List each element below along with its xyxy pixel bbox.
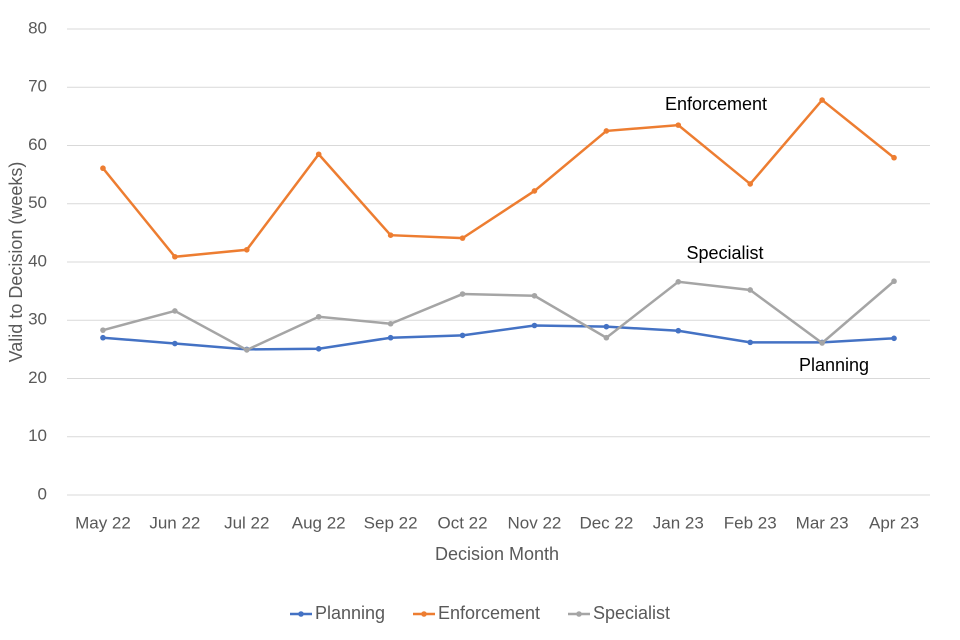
data-point xyxy=(531,322,538,329)
y-tick-label: 50 xyxy=(28,193,47,212)
data-point xyxy=(387,334,394,341)
y-tick-label: 30 xyxy=(28,310,47,329)
y-tick-label: 70 xyxy=(28,77,47,96)
data-point xyxy=(459,235,466,241)
data-point xyxy=(675,327,682,334)
data-point xyxy=(172,308,178,314)
data-point xyxy=(891,154,897,161)
data-point xyxy=(243,246,250,253)
annotation: Planning xyxy=(799,355,869,375)
legend-marker xyxy=(421,611,427,617)
data-point xyxy=(819,340,825,346)
y-tick-label: 20 xyxy=(28,368,47,387)
data-point xyxy=(315,345,322,352)
data-point xyxy=(315,313,322,320)
data-point xyxy=(747,339,754,346)
x-tick-label: Sep 22 xyxy=(364,513,418,532)
data-point xyxy=(675,279,682,285)
data-point xyxy=(603,334,610,341)
x-tick-label: Dec 22 xyxy=(579,513,633,532)
data-point xyxy=(387,232,394,239)
data-point xyxy=(531,292,538,299)
x-axis-title: Decision Month xyxy=(435,544,559,564)
x-tick-label: Apr 23 xyxy=(869,513,919,532)
x-tick-label: Aug 22 xyxy=(292,513,346,532)
data-point xyxy=(675,122,682,128)
data-point xyxy=(100,165,106,172)
data-point xyxy=(747,181,754,187)
data-point xyxy=(387,320,394,327)
legend-label: Enforcement xyxy=(438,603,540,623)
x-tick-label: Jun 22 xyxy=(149,513,200,532)
x-tick-label: Nov 22 xyxy=(508,513,562,532)
x-tick-label: Jan 23 xyxy=(653,513,704,532)
data-point xyxy=(819,97,825,103)
y-tick-label: 80 xyxy=(28,18,47,37)
x-tick-label: Feb 23 xyxy=(724,513,777,532)
y-tick-label: 40 xyxy=(28,251,47,270)
data-point xyxy=(747,287,754,293)
data-point xyxy=(459,332,466,339)
data-point xyxy=(603,128,610,134)
y-tick-label: 0 xyxy=(38,484,47,503)
data-point xyxy=(243,347,250,353)
series-line xyxy=(102,324,895,351)
data-point xyxy=(172,253,178,260)
annotation: Specialist xyxy=(686,243,763,263)
y-axis-title: Valid to Decision (weeks) xyxy=(6,162,26,363)
x-tick-label: May 22 xyxy=(75,513,131,532)
data-point xyxy=(891,335,897,342)
data-point xyxy=(315,151,322,158)
legend-marker xyxy=(298,611,304,617)
series-line xyxy=(101,98,895,259)
x-tick-label: Mar 23 xyxy=(796,513,849,532)
annotation: Enforcement xyxy=(665,94,767,114)
legend-label: Planning xyxy=(315,603,385,623)
data-point xyxy=(100,334,106,341)
x-tick-label: Jul 22 xyxy=(224,513,269,532)
data-point xyxy=(100,327,106,333)
data-point xyxy=(459,291,466,297)
legend-label: Specialist xyxy=(593,603,670,623)
legend-marker xyxy=(576,611,582,617)
data-point xyxy=(531,188,538,194)
y-tick-label: 10 xyxy=(28,426,47,445)
data-point xyxy=(172,340,178,347)
y-tick-label: 60 xyxy=(28,135,47,154)
data-point xyxy=(891,278,897,285)
data-point xyxy=(603,323,610,330)
x-tick-label: Oct 22 xyxy=(437,513,487,532)
series-line xyxy=(102,280,895,352)
